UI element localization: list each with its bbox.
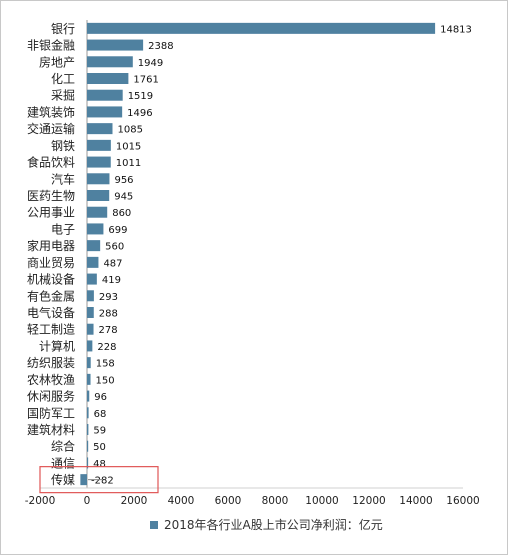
x-tick-label: 12000	[352, 495, 385, 507]
data-label: 419	[102, 275, 121, 286]
data-label: 278	[99, 325, 118, 336]
x-tick-label: 6000	[215, 495, 242, 507]
bar	[87, 440, 89, 452]
bar	[87, 256, 99, 268]
bar	[87, 457, 89, 469]
category-label: 计算机	[39, 338, 75, 353]
data-label: 293	[99, 292, 118, 303]
bar	[87, 340, 93, 352]
data-label: 1085	[117, 125, 142, 136]
data-label: 1949	[138, 58, 163, 69]
category-label: 休闲服务	[27, 389, 75, 404]
category-label: 电气设备	[27, 305, 75, 320]
bar	[87, 407, 89, 419]
category-label: 家用电器	[27, 238, 75, 253]
bar	[87, 39, 144, 51]
data-label: 50	[93, 442, 106, 453]
bar	[87, 357, 91, 369]
bar	[87, 139, 111, 151]
data-label: 1496	[127, 108, 152, 119]
bar	[87, 190, 110, 201]
bar	[87, 56, 133, 68]
bar	[87, 323, 94, 335]
data-label: 59	[93, 426, 106, 437]
category-label: 纺织服装	[27, 356, 75, 370]
category-label: 钢铁	[51, 139, 75, 153]
category-label: 采掘	[51, 88, 75, 103]
legend-label: 2018年各行业A股上市公司净利润：亿元	[164, 518, 383, 532]
bar	[87, 22, 436, 34]
data-label: 288	[99, 309, 118, 320]
bar	[87, 307, 94, 318]
x-tick-label: 0	[84, 495, 91, 507]
bar	[87, 273, 97, 285]
bar	[87, 240, 101, 252]
legend-swatch	[150, 520, 158, 529]
category-label: 公用事业	[27, 206, 75, 220]
bar	[87, 206, 108, 218]
data-label: 956	[114, 175, 133, 186]
bar	[87, 373, 91, 385]
category-label: 电子	[51, 222, 75, 236]
category-label: 建筑材料	[27, 422, 75, 437]
category-label: 建筑装饰	[27, 104, 75, 119]
bar	[87, 156, 111, 168]
category-label: 机械设备	[27, 272, 75, 287]
bar	[87, 390, 90, 402]
data-label: 1761	[133, 75, 158, 86]
bar	[87, 123, 113, 135]
data-label: 699	[108, 225, 127, 236]
x-tick-label: -2000	[25, 495, 56, 507]
x-tick-label: 16000	[446, 495, 479, 507]
category-label: 交通运输	[27, 121, 75, 136]
x-tick-label: 14000	[399, 495, 432, 507]
bar	[87, 290, 94, 302]
bar	[87, 73, 129, 84]
category-label: 商业贸易	[27, 255, 75, 270]
category-label: 非银金融	[27, 38, 75, 53]
category-label: 化工	[51, 72, 75, 86]
category-label: 国防军工	[27, 405, 75, 420]
x-tick-label: 10000	[305, 495, 338, 507]
category-label: 综合	[51, 439, 75, 454]
data-label: 1011	[116, 158, 141, 169]
data-label: 1519	[128, 91, 153, 102]
category-label: 有色金属	[27, 288, 75, 303]
category-label: 通信	[51, 456, 75, 470]
category-label: 房地产	[39, 54, 75, 69]
data-label: 487	[103, 258, 122, 269]
category-label: 食品饮料	[27, 155, 75, 170]
x-tick-label: 2000	[121, 495, 148, 507]
legend: 2018年各行业A股上市公司净利润：亿元	[150, 516, 383, 533]
data-label: 150	[96, 375, 115, 386]
data-label: 96	[94, 392, 107, 403]
bar	[87, 106, 123, 118]
category-label: 医药生物	[27, 189, 75, 203]
category-label: 银行	[51, 22, 75, 36]
data-label: 68	[94, 409, 107, 420]
data-label: 14813	[440, 24, 472, 35]
data-label: 560	[105, 242, 124, 253]
x-tick-label: 4000	[168, 495, 195, 507]
category-label: 传媒	[51, 472, 75, 487]
data-label: 945	[114, 192, 133, 203]
category-label: 汽车	[51, 171, 75, 186]
x-tick-label: 8000	[262, 495, 289, 507]
category-label: 轻工制造	[27, 323, 75, 337]
data-label: 48	[93, 459, 106, 470]
bar	[80, 474, 87, 486]
bar	[87, 424, 89, 435]
bar	[87, 89, 123, 101]
highlight-box	[39, 466, 159, 494]
data-label: -282	[91, 476, 114, 487]
data-label: 2388	[148, 41, 173, 52]
data-label: 158	[96, 359, 115, 370]
data-label: 860	[112, 208, 131, 219]
bar	[87, 223, 104, 235]
data-label: 1015	[116, 141, 141, 152]
bar	[87, 173, 110, 185]
category-label: 农林牧渔	[27, 373, 75, 387]
data-label: 228	[97, 342, 116, 353]
